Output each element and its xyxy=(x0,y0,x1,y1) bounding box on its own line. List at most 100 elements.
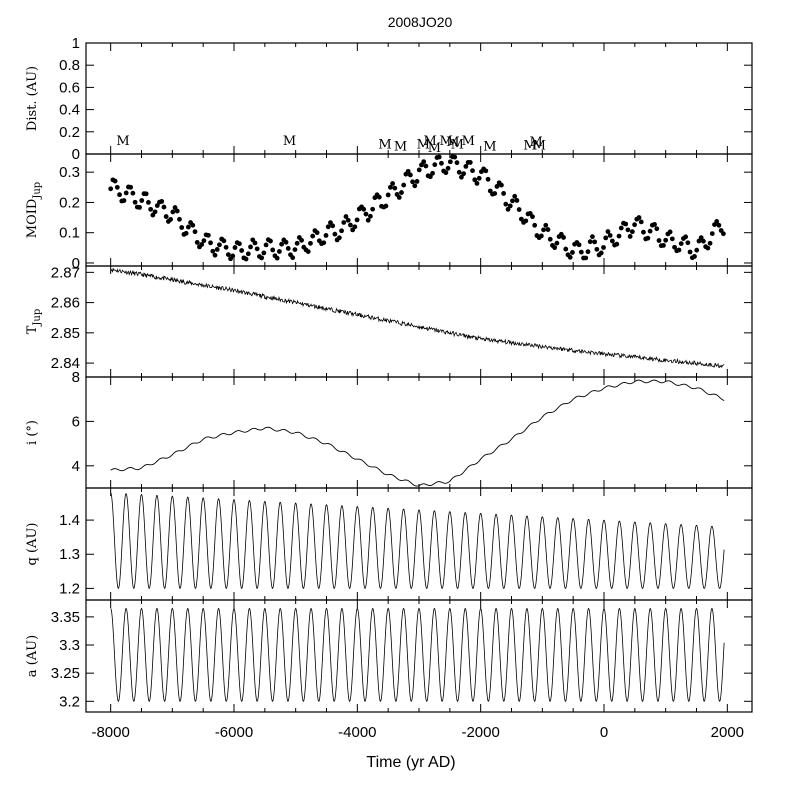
moid-point xyxy=(385,192,391,198)
moid-point xyxy=(305,249,311,254)
moid-point xyxy=(230,253,236,259)
moid-point xyxy=(609,238,615,244)
close-approach-marker: M xyxy=(428,141,441,156)
moid-point xyxy=(492,191,498,196)
moid-point xyxy=(494,184,500,189)
moid-point xyxy=(623,221,629,227)
close-approach-marker: M xyxy=(446,135,459,150)
y-tick-label: 3.35 xyxy=(51,609,80,626)
y-axis-label-subscript: Jup xyxy=(32,309,43,327)
moid-point xyxy=(447,159,453,165)
moid-point xyxy=(132,199,138,205)
y-axis-label-q: q (AU) xyxy=(25,523,40,566)
moid-point xyxy=(387,184,393,190)
moid-point xyxy=(225,252,231,258)
moid-point xyxy=(678,241,684,247)
moid-point xyxy=(239,248,245,253)
moid-point xyxy=(174,208,180,214)
moid-point xyxy=(538,233,544,239)
moid-point xyxy=(210,248,216,254)
moid-point xyxy=(463,164,469,169)
moid-point xyxy=(645,235,651,241)
moid-point xyxy=(632,222,637,228)
x-axis-label: Time (yr AD) xyxy=(366,754,455,771)
moid-point xyxy=(636,215,642,220)
moid-point xyxy=(308,240,313,246)
close-approach-marker: M xyxy=(378,137,391,152)
moid-point xyxy=(323,233,329,238)
moid-point xyxy=(694,247,700,253)
moid-point xyxy=(483,168,489,174)
moid-point xyxy=(629,229,635,235)
moid-point xyxy=(114,184,120,190)
moid-point xyxy=(201,238,207,244)
moid-point xyxy=(332,231,338,237)
close-approach-marker: M xyxy=(439,134,452,149)
moid-point xyxy=(223,244,229,250)
panel-tjup: 2.84 2.85 2.86 2.87 TJup xyxy=(25,264,753,378)
moid-point xyxy=(321,240,327,246)
moid-point xyxy=(279,241,285,247)
chart-title: 2008JO20 xyxy=(388,14,453,30)
moid-point xyxy=(654,226,660,232)
moid-point xyxy=(390,181,396,186)
moid-point xyxy=(423,163,429,169)
moid-point xyxy=(669,236,675,242)
moid-point xyxy=(368,213,373,219)
close-approach-marker: M xyxy=(394,140,407,155)
moid-point xyxy=(179,225,185,230)
panel-frame xyxy=(85,265,753,378)
close-approach-marker: M xyxy=(533,139,546,154)
moid-point xyxy=(330,223,336,229)
moid-point xyxy=(516,207,522,212)
moid-point xyxy=(314,230,320,236)
moid-point xyxy=(676,247,682,253)
moid-point xyxy=(432,162,438,168)
moid-point xyxy=(436,154,442,160)
moid-point xyxy=(467,160,473,165)
y-tick-label: 2.84 xyxy=(51,355,80,372)
y-tick-label: 0.3 xyxy=(59,164,80,181)
moid-point xyxy=(661,242,666,248)
moid-point xyxy=(505,206,511,212)
panel-frame xyxy=(85,376,753,489)
moid-point xyxy=(709,231,715,237)
moid-point xyxy=(576,242,582,248)
moid-point xyxy=(545,227,551,232)
moid-point xyxy=(172,205,178,210)
moid-point xyxy=(159,199,165,204)
moid-point xyxy=(720,231,726,237)
moid-point xyxy=(237,241,242,247)
moid-point xyxy=(592,239,598,245)
moid-point xyxy=(667,229,673,235)
moid-point xyxy=(399,190,404,195)
y-tick-label: 0.8 xyxy=(59,57,80,74)
moid-point xyxy=(221,238,227,244)
moid-point xyxy=(310,233,316,239)
moid-point xyxy=(361,206,367,212)
tjup-line xyxy=(110,268,725,369)
moid-point xyxy=(212,252,218,258)
moid-point xyxy=(163,214,169,219)
moid-point xyxy=(341,220,347,225)
y-axis-label-tjup: TJup xyxy=(25,309,43,335)
y-axis-label-subscript: Jup xyxy=(32,182,43,200)
close-approach-marker: M xyxy=(283,134,296,149)
moid-point xyxy=(498,182,504,188)
moid-point xyxy=(363,211,369,217)
moid-point xyxy=(698,235,704,241)
moid-point xyxy=(370,206,376,212)
moid-point xyxy=(601,245,606,250)
moid-point xyxy=(161,204,167,210)
inclination-line xyxy=(110,379,725,487)
y-axis-label-incl: i (°) xyxy=(25,420,40,445)
moid-point xyxy=(117,192,122,198)
moid-point xyxy=(523,218,529,224)
moid-point xyxy=(263,242,269,248)
moid-point xyxy=(130,190,136,196)
moid-point xyxy=(325,224,331,230)
y-tick-label: 0.6 xyxy=(59,79,80,96)
y-tick-label: 1 xyxy=(72,35,80,52)
moid-point xyxy=(541,227,546,233)
